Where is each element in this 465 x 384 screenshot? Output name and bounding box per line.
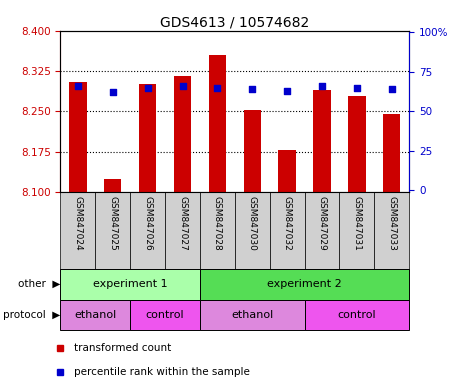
- Point: [144, 84, 152, 91]
- Bar: [200, 300, 305, 330]
- Point: [388, 86, 395, 92]
- Bar: [139, 84, 156, 192]
- Text: experiment 2: experiment 2: [267, 279, 342, 289]
- Point: [353, 84, 361, 91]
- Text: ethanol: ethanol: [74, 310, 116, 320]
- Bar: [60, 192, 95, 269]
- Text: protocol  ▶: protocol ▶: [3, 310, 60, 320]
- Bar: [60, 300, 130, 330]
- Bar: [270, 192, 305, 269]
- Bar: [383, 114, 400, 192]
- Bar: [339, 192, 374, 269]
- Point: [179, 83, 186, 89]
- Text: other  ▶: other ▶: [18, 279, 60, 289]
- Bar: [313, 90, 331, 192]
- Text: GSM847025: GSM847025: [108, 196, 117, 251]
- Bar: [174, 76, 191, 192]
- Text: GSM847027: GSM847027: [178, 196, 187, 251]
- Text: GSM847032: GSM847032: [283, 196, 292, 251]
- Bar: [200, 192, 235, 269]
- Bar: [305, 192, 339, 269]
- Bar: [95, 192, 130, 269]
- Text: experiment 1: experiment 1: [93, 279, 167, 289]
- Text: GSM847031: GSM847031: [352, 196, 361, 251]
- Bar: [235, 192, 270, 269]
- Bar: [305, 300, 409, 330]
- Bar: [104, 179, 121, 192]
- Point: [283, 88, 291, 94]
- Bar: [209, 55, 226, 192]
- Bar: [374, 192, 409, 269]
- Text: GSM847030: GSM847030: [248, 196, 257, 251]
- Title: GDS4613 / 10574682: GDS4613 / 10574682: [160, 16, 309, 30]
- Text: percentile rank within the sample: percentile rank within the sample: [74, 366, 250, 377]
- Point: [248, 86, 256, 92]
- Point: [74, 83, 82, 89]
- Text: ethanol: ethanol: [231, 310, 273, 320]
- Bar: [60, 269, 200, 300]
- Text: GSM847026: GSM847026: [143, 196, 152, 251]
- Point: [214, 84, 221, 91]
- Text: transformed count: transformed count: [74, 343, 172, 353]
- Text: GSM847028: GSM847028: [213, 196, 222, 251]
- Bar: [244, 110, 261, 192]
- Bar: [348, 96, 365, 192]
- Text: control: control: [338, 310, 376, 320]
- Bar: [130, 300, 200, 330]
- Bar: [200, 269, 409, 300]
- Point: [109, 89, 116, 96]
- Bar: [279, 150, 296, 192]
- Bar: [130, 192, 165, 269]
- Bar: [165, 192, 200, 269]
- Bar: [69, 82, 86, 192]
- Text: GSM847029: GSM847029: [318, 196, 326, 251]
- Text: GSM847033: GSM847033: [387, 196, 396, 251]
- Text: GSM847024: GSM847024: [73, 196, 82, 250]
- Point: [318, 83, 325, 89]
- Text: control: control: [146, 310, 185, 320]
